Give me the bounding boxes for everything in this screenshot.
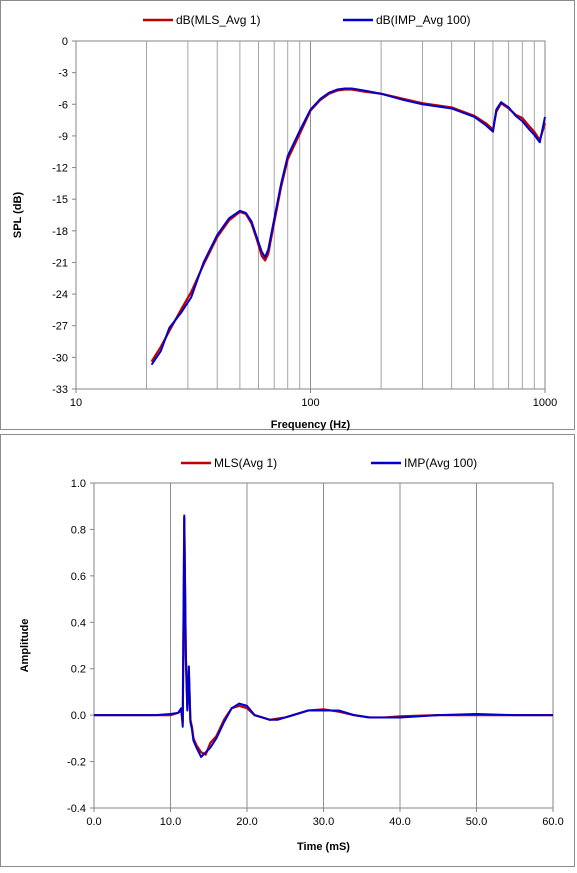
x-axis-title: Frequency (Hz) xyxy=(271,419,351,431)
x-tick-labels: 10 100 1000 xyxy=(70,389,557,409)
y-tick-label: -15 xyxy=(52,194,68,206)
x-tick-label: 50.0 xyxy=(466,816,487,828)
legend-label: IMP(Avg 100) xyxy=(404,456,477,470)
x-tick-label: 1000 xyxy=(533,397,557,409)
y-tick-label: 0.6 xyxy=(71,571,86,583)
x-tick-label: 20.0 xyxy=(236,816,257,828)
y-axis-title: SPL (dB) xyxy=(12,192,24,239)
x-tick-label: 100 xyxy=(301,397,319,409)
y-tick-label: 0.2 xyxy=(71,664,86,676)
y-tick-labels: 1.0 0.8 0.6 0.4 0.2 0.0 -0.2 -0.4 xyxy=(67,478,94,815)
x-tick-label: 10.0 xyxy=(160,816,181,828)
y-tick-label: 0.4 xyxy=(71,617,86,629)
y-tick-label: -21 xyxy=(52,257,68,269)
y-tick-labels: 0 -3 -6 -9 -12 -15 -18 -21 -24 -27 -30 -33 xyxy=(52,36,76,396)
x-tick-label: 0.0 xyxy=(86,816,101,828)
x-axis-title: Time (mS) xyxy=(297,841,350,853)
y-tick-label: -18 xyxy=(52,226,68,238)
legend-label: dB(IMP_Avg 100) xyxy=(376,13,471,27)
y-tick-label: -27 xyxy=(52,321,68,333)
gridlines xyxy=(170,483,477,808)
impulse-response-panel: 1.0 0.8 0.6 0.4 0.2 0.0 -0.2 -0.4 0.0 10.0 20.0 30.… xyxy=(0,434,575,867)
y-tick-label: -33 xyxy=(52,384,68,396)
y-tick-label: -30 xyxy=(52,352,68,364)
series-lines xyxy=(150,87,547,366)
legend-label: MLS(Avg 1) xyxy=(214,456,277,470)
frequency-response-panel: 0 -3 -6 -9 -12 -15 -18 -21 -24 -27 -30 -33 10 100 1000… xyxy=(0,0,575,431)
legend: dB(MLS_Avg 1) dB(IMP_Avg 100) xyxy=(143,13,471,27)
y-tick-label: 0.8 xyxy=(71,524,86,536)
y-tick-label: -6 xyxy=(58,99,68,111)
x-tick-label: 10 xyxy=(70,397,82,409)
x-tick-label: 30.0 xyxy=(313,816,334,828)
y-tick-label: 1.0 xyxy=(71,478,86,490)
gridlines xyxy=(146,41,535,389)
series-line-2 xyxy=(150,87,546,366)
y-tick-label: -24 xyxy=(52,289,68,301)
y-axis-title: Amplitude xyxy=(19,619,31,673)
legend: MLS(Avg 1) IMP(Avg 100) xyxy=(181,456,477,470)
y-tick-label: -9 xyxy=(58,131,68,143)
y-tick-label: -12 xyxy=(52,163,68,175)
y-tick-label: 0 xyxy=(62,36,68,48)
y-tick-label: -0.4 xyxy=(67,803,86,815)
impulse-response-chart: 1.00.80.60.40.20.0-0.2-0.40.0 10.0 20.0 30.… xyxy=(19,456,564,853)
series-line-2 xyxy=(94,514,553,758)
x-tick-label: 40.0 xyxy=(389,816,410,828)
y-tick-label: -3 xyxy=(58,68,68,80)
y-tick-label: 0.0 xyxy=(71,710,86,722)
y-tick-label: -0.2 xyxy=(67,757,86,769)
legend-label: dB(MLS_Avg 1) xyxy=(176,13,261,27)
x-tick-labels: 0.0 10.0 20.0 30.0 40.0 50.0 60.0 xyxy=(86,808,564,828)
x-tick-label: 60.0 xyxy=(542,816,563,828)
series-lines xyxy=(94,514,553,758)
